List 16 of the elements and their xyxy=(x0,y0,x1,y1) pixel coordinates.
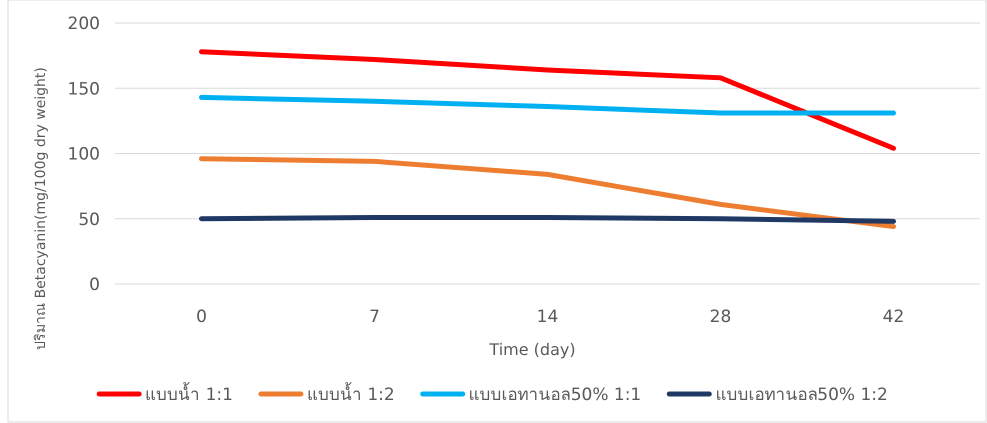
legend-label: แบบเอทานอล50% 1:1 xyxy=(468,385,642,405)
y-tick-label: 150 xyxy=(68,79,100,100)
x-tick-label: 0 xyxy=(196,307,207,327)
legend-label: แบบน้ำ 1:1 xyxy=(145,382,233,405)
x-tick-label: 14 xyxy=(536,307,558,327)
x-tick-label: 42 xyxy=(882,307,904,327)
y-tick-label: 0 xyxy=(89,275,100,295)
y-tick-label: 100 xyxy=(68,144,100,164)
x-tick-label: 28 xyxy=(710,307,732,327)
legend-label: แบบน้ำ 1:2 xyxy=(306,382,395,405)
x-tick-label: 7 xyxy=(369,307,380,327)
y-axis-title: ปริมาณ Betacyanin(mg/100g dry weight) xyxy=(33,67,49,350)
y-tick-label: 200 xyxy=(68,14,100,34)
x-axis-title: Time (day) xyxy=(488,340,576,359)
legend-label: แบบเอทานอล50% 1:2 xyxy=(715,385,888,405)
y-tick-label: 50 xyxy=(78,210,100,230)
